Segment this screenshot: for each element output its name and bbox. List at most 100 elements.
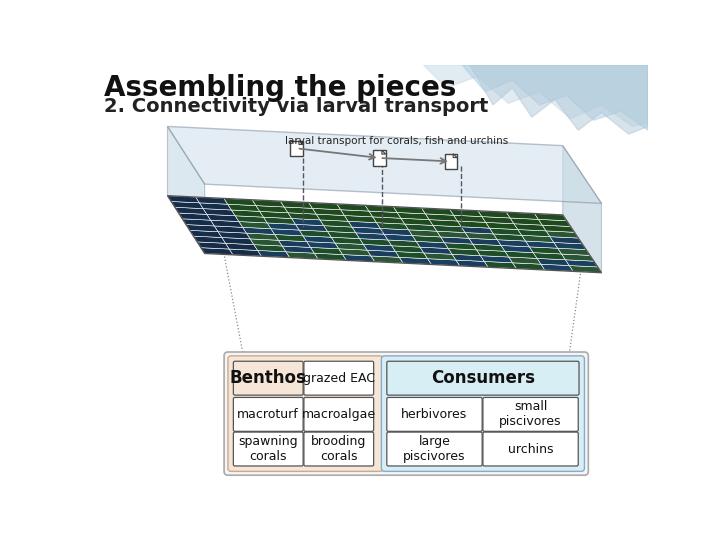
Polygon shape — [186, 225, 218, 232]
Polygon shape — [197, 242, 229, 249]
Polygon shape — [258, 251, 289, 258]
Polygon shape — [307, 241, 339, 249]
Polygon shape — [356, 233, 388, 240]
Polygon shape — [469, 238, 501, 246]
Polygon shape — [428, 259, 460, 266]
Polygon shape — [558, 248, 590, 255]
Polygon shape — [316, 214, 348, 221]
FancyBboxPatch shape — [374, 150, 386, 166]
Polygon shape — [539, 219, 570, 226]
Polygon shape — [570, 266, 601, 273]
Text: macroturf: macroturf — [238, 408, 299, 421]
Polygon shape — [228, 204, 260, 211]
Polygon shape — [469, 65, 648, 134]
FancyBboxPatch shape — [304, 361, 374, 395]
Polygon shape — [243, 227, 275, 234]
Polygon shape — [462, 227, 493, 234]
Polygon shape — [199, 203, 231, 210]
Polygon shape — [457, 221, 490, 228]
Polygon shape — [501, 246, 534, 253]
FancyBboxPatch shape — [382, 356, 585, 471]
Polygon shape — [413, 235, 444, 242]
Polygon shape — [450, 210, 482, 217]
Polygon shape — [341, 210, 373, 217]
Polygon shape — [211, 220, 243, 227]
Polygon shape — [510, 218, 542, 225]
Polygon shape — [397, 212, 429, 220]
FancyBboxPatch shape — [483, 397, 578, 431]
Polygon shape — [477, 250, 509, 257]
Text: spawning
corals: spawning corals — [238, 435, 298, 463]
Polygon shape — [267, 223, 300, 230]
Polygon shape — [196, 197, 228, 204]
Polygon shape — [498, 240, 529, 247]
Polygon shape — [423, 65, 648, 126]
Polygon shape — [190, 231, 222, 238]
Polygon shape — [335, 243, 367, 250]
FancyBboxPatch shape — [304, 397, 374, 431]
Polygon shape — [275, 234, 307, 241]
Text: Consumers: Consumers — [431, 369, 535, 387]
Polygon shape — [405, 224, 437, 231]
Polygon shape — [456, 260, 488, 267]
Polygon shape — [534, 253, 565, 260]
Polygon shape — [292, 219, 324, 226]
Polygon shape — [328, 232, 359, 239]
Polygon shape — [201, 248, 233, 255]
Polygon shape — [537, 259, 570, 266]
Polygon shape — [388, 240, 420, 247]
Text: large
piscivores: large piscivores — [403, 435, 466, 463]
Polygon shape — [416, 241, 449, 248]
Polygon shape — [343, 254, 374, 262]
Polygon shape — [444, 242, 477, 250]
Polygon shape — [462, 65, 648, 130]
FancyBboxPatch shape — [387, 432, 482, 466]
Polygon shape — [252, 200, 284, 207]
Polygon shape — [513, 263, 545, 270]
Polygon shape — [260, 211, 292, 219]
Polygon shape — [271, 229, 303, 236]
Polygon shape — [348, 221, 380, 228]
Polygon shape — [264, 217, 295, 224]
Polygon shape — [401, 218, 433, 225]
Polygon shape — [493, 234, 526, 241]
Polygon shape — [286, 252, 318, 259]
Polygon shape — [454, 215, 486, 222]
Text: Benthos: Benthos — [230, 369, 307, 387]
Polygon shape — [473, 244, 505, 251]
Polygon shape — [203, 208, 235, 216]
Polygon shape — [482, 217, 514, 224]
FancyBboxPatch shape — [483, 432, 578, 466]
Text: 2. Connectivity via larval transport: 2. Connectivity via larval transport — [104, 97, 488, 116]
Polygon shape — [437, 231, 469, 238]
Polygon shape — [429, 220, 462, 227]
FancyBboxPatch shape — [224, 352, 588, 475]
Polygon shape — [562, 254, 594, 261]
Polygon shape — [224, 198, 256, 206]
Polygon shape — [218, 232, 250, 239]
Polygon shape — [168, 195, 199, 203]
Polygon shape — [441, 237, 473, 244]
Polygon shape — [522, 235, 554, 242]
Polygon shape — [534, 214, 567, 221]
Polygon shape — [168, 126, 601, 204]
Polygon shape — [364, 245, 395, 252]
Polygon shape — [280, 201, 312, 208]
Polygon shape — [505, 251, 537, 259]
Polygon shape — [509, 257, 541, 264]
Polygon shape — [194, 236, 225, 244]
Polygon shape — [299, 140, 303, 145]
Polygon shape — [400, 257, 431, 265]
Polygon shape — [554, 242, 586, 249]
Polygon shape — [324, 226, 356, 233]
Text: Assembling the pieces: Assembling the pieces — [104, 74, 456, 102]
Polygon shape — [424, 253, 456, 260]
Polygon shape — [295, 224, 328, 232]
FancyBboxPatch shape — [387, 361, 579, 395]
Polygon shape — [433, 225, 465, 233]
Polygon shape — [518, 230, 550, 237]
FancyBboxPatch shape — [445, 154, 457, 169]
Polygon shape — [373, 217, 405, 224]
Polygon shape — [309, 202, 341, 210]
FancyBboxPatch shape — [290, 140, 303, 156]
